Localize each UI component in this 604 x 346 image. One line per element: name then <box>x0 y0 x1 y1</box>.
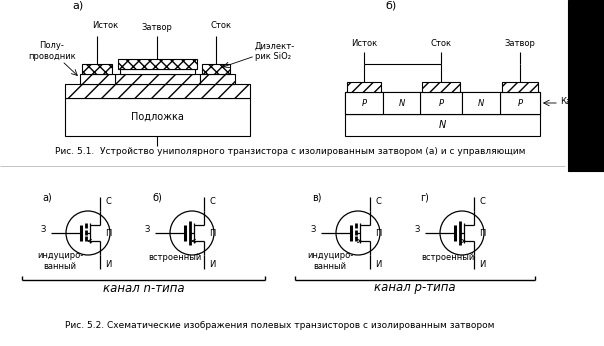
Bar <box>345 92 383 114</box>
Text: Исток: Исток <box>351 39 377 48</box>
Text: а): а) <box>72 1 83 11</box>
Text: И: И <box>479 260 486 269</box>
Bar <box>82 64 112 74</box>
Bar <box>462 92 500 114</box>
Text: канал n-типа: канал n-типа <box>103 282 184 294</box>
Text: канал p-типа: канал p-типа <box>374 282 456 294</box>
Text: Сток: Сток <box>431 39 452 48</box>
Bar <box>65 98 250 136</box>
Bar <box>345 92 540 114</box>
Bar <box>115 74 200 84</box>
Text: З: З <box>414 226 420 235</box>
Text: И: И <box>209 260 216 269</box>
Text: б): б) <box>152 193 162 203</box>
Bar <box>420 92 462 114</box>
Text: N: N <box>399 99 405 108</box>
Text: С: С <box>209 197 215 206</box>
Bar <box>422 82 460 92</box>
Text: Сток: Сток <box>210 21 231 30</box>
Text: Канал: Канал <box>560 97 587 106</box>
Text: И: И <box>375 260 382 269</box>
Text: З: З <box>40 226 46 235</box>
Text: Рис. 5.2. Схематические изображения полевых транзисторов с изолированным затворо: Рис. 5.2. Схематические изображения поле… <box>65 321 495 330</box>
Text: Диэлект-
рик SiO₂: Диэлект- рик SiO₂ <box>255 41 295 61</box>
Bar <box>80 74 115 84</box>
Bar <box>502 82 538 92</box>
Text: P: P <box>518 99 522 108</box>
Text: П: П <box>375 228 382 237</box>
Text: П: П <box>209 228 216 237</box>
Text: С: С <box>375 197 381 206</box>
Text: Исток: Исток <box>92 21 118 30</box>
Text: N: N <box>439 120 446 130</box>
Bar <box>120 69 195 74</box>
Text: З: З <box>144 226 150 235</box>
Text: П: П <box>105 228 112 237</box>
Text: в): в) <box>312 193 321 203</box>
Text: П: П <box>479 228 486 237</box>
Bar <box>500 92 540 114</box>
Text: Затвор: Затвор <box>504 39 535 48</box>
Text: Затвор: Затвор <box>141 24 172 33</box>
Text: индуциро-
ванный: индуциро- ванный <box>37 251 83 271</box>
Text: N: N <box>478 99 484 108</box>
Bar <box>202 64 230 74</box>
Text: С: С <box>479 197 485 206</box>
Bar <box>200 74 235 84</box>
Bar <box>118 59 197 69</box>
Text: Рис. 5.1.  Устройство униполярного транзистора с изолированным затвором (а) и с : Рис. 5.1. Устройство униполярного транзи… <box>55 146 525 155</box>
Bar <box>347 82 381 92</box>
Bar <box>568 0 604 171</box>
Text: г): г) <box>420 193 429 203</box>
Text: P: P <box>439 99 443 108</box>
Text: З: З <box>310 226 316 235</box>
Text: Подложка: Подложка <box>131 112 184 122</box>
Text: С: С <box>105 197 111 206</box>
Text: встроенный: встроенный <box>422 253 475 262</box>
Text: встроенный: встроенный <box>149 253 202 262</box>
Bar <box>65 84 250 98</box>
Text: Полу-
проводник: Полу- проводник <box>28 41 76 61</box>
Bar <box>383 92 420 114</box>
Text: P: P <box>362 99 367 108</box>
Text: а): а) <box>42 193 52 203</box>
Bar <box>345 114 540 136</box>
Text: б): б) <box>385 1 396 11</box>
Text: И: И <box>105 260 112 269</box>
Text: индуциро-
ванный: индуциро- ванный <box>307 251 353 271</box>
